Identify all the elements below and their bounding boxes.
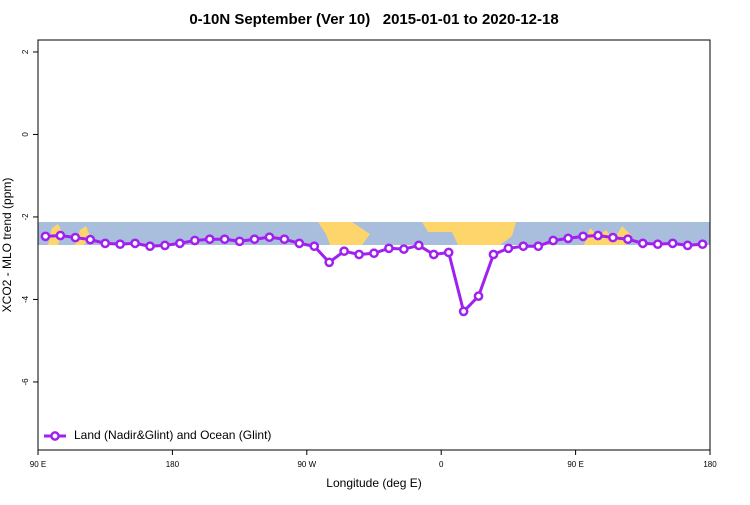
data-point [667, 238, 678, 249]
data-point [40, 231, 51, 242]
land-patch [318, 222, 370, 245]
data-point [115, 239, 125, 250]
data-point [593, 230, 603, 241]
data-point [160, 240, 170, 251]
plot-frame [37, 39, 711, 451]
data-point [697, 239, 708, 250]
data-point [324, 257, 335, 268]
data-point [384, 243, 394, 254]
data-point [249, 234, 260, 245]
y-tick-label: -2 [21, 213, 30, 221]
data-point [234, 236, 245, 247]
data-point [488, 249, 499, 260]
x-tick-label: 90 E [567, 460, 583, 469]
data-point [428, 249, 439, 260]
x-tick-label: 90 E [30, 460, 46, 469]
data-point [652, 239, 663, 250]
land-patch [422, 222, 516, 245]
data-point [473, 291, 484, 301]
y-tick-label: 0 [21, 132, 30, 137]
data-point [578, 231, 588, 242]
y-tick-label: -6 [21, 378, 30, 386]
data-point [219, 234, 230, 245]
data-point [204, 234, 215, 245]
data-point [85, 234, 96, 245]
data-point [264, 232, 275, 243]
data-point [399, 244, 409, 254]
data-point [279, 234, 290, 245]
y-tick-label: -4 [21, 295, 30, 303]
data-point [130, 238, 140, 249]
data-point [443, 247, 454, 258]
data-point [608, 232, 618, 243]
x-tick-label: 90 W [297, 460, 316, 469]
data-point [548, 235, 559, 246]
data-point [458, 306, 469, 317]
legend-marker [50, 431, 60, 441]
legend-label: Land (Nadir&Glint) and Ocean (Glint) [74, 428, 271, 442]
data-point [637, 238, 648, 249]
data-point [503, 243, 514, 254]
data-point [70, 232, 81, 243]
data-point [518, 241, 529, 252]
data-point [309, 241, 320, 252]
data-point [189, 235, 200, 246]
x-tick-label: 180 [703, 460, 717, 469]
data-point [145, 241, 155, 252]
x-tick-label: 180 [166, 460, 180, 469]
x-axis-label: Longitude (deg E) [326, 476, 421, 490]
data-point [413, 240, 424, 251]
data-point [682, 240, 693, 251]
chart-title: 0-10N September (Ver 10) 2015-01-01 to 2… [189, 11, 558, 28]
x-tick-label: 0 [439, 460, 444, 469]
data-point [563, 233, 573, 244]
data-point [623, 234, 633, 245]
data-point [533, 241, 544, 252]
data-point [369, 248, 379, 259]
data-point [354, 249, 364, 260]
data-point [55, 230, 66, 241]
y-tick-label: 2 [21, 49, 30, 54]
data-point [294, 238, 305, 249]
series-line [45, 234, 703, 313]
data-point [339, 246, 349, 257]
data-point [100, 238, 111, 249]
data-point [175, 238, 185, 249]
y-axis-label: XCO2 - MLO trend (ppm) [0, 178, 14, 313]
